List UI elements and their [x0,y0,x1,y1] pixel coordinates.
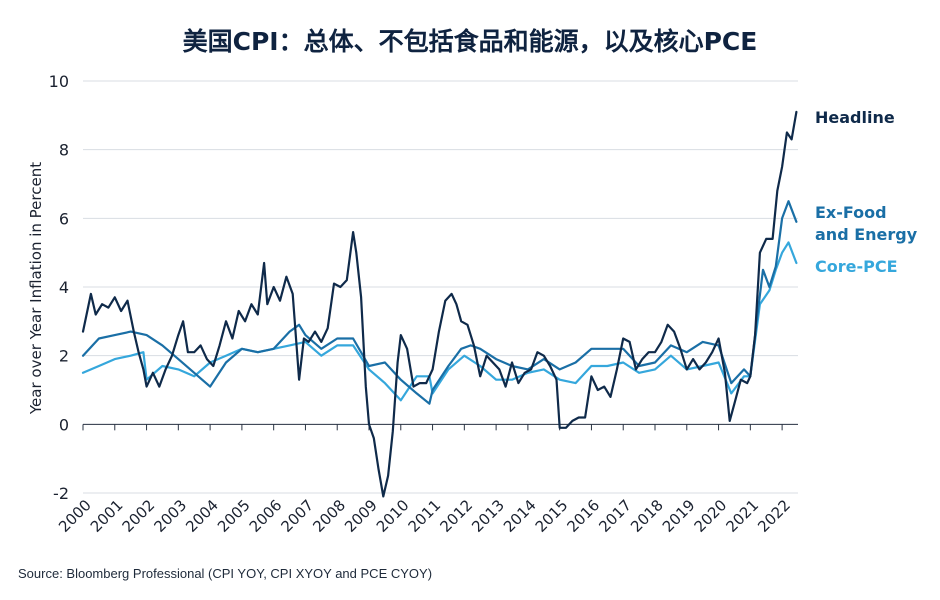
series-line-headline [81,110,798,498]
x-tick-label: 2011 [405,496,445,536]
x-tick-label: 2007 [278,496,318,536]
series-line-ex-food-and-energy [81,200,798,405]
x-tick-label: 2014 [500,496,540,536]
x-tick-label: 2002 [119,496,159,536]
series-lines [81,110,798,498]
y-tick-label: 6 [59,209,69,228]
legend-label-exfood: and Energy [815,225,918,244]
y-axis-label: Year over Year Inflation in Percent [27,162,45,415]
x-tick-label: 2006 [246,496,286,536]
y-tick-label: 4 [59,278,69,297]
legend-label-corepce: Core-PCE [815,257,898,276]
x-tick-label: 2012 [436,496,476,536]
x-tick-label: 2009 [341,496,381,536]
x-tick-label: 2005 [214,496,254,536]
source-note: Source: Bloomberg Professional (CPI YOY,… [18,566,433,581]
x-tick-label: 2003 [150,496,190,536]
x-tick-label: 2021 [722,496,762,536]
x-tick-label: 2016 [564,496,604,536]
y-tick-label: 10 [49,72,69,91]
y-tick-label: 8 [59,141,69,160]
legend: Headline Ex-Food and Energy Core-PCE [815,108,918,276]
x-tick-label: 2008 [309,496,349,536]
chart-title: 美国CPI：总体、不包括食品和能源，以及核心PCE [182,27,758,56]
x-tick-label: 2017 [595,496,635,536]
x-tick-label: 2004 [182,496,222,536]
x-tick-label: 2020 [691,496,731,536]
legend-label-headline: Headline [815,108,895,127]
x-tick-label: 2001 [87,496,127,536]
x-tick-label: 2013 [468,496,508,536]
x-tick-label: 2015 [532,496,572,536]
x-tick-label: 2022 [754,496,794,536]
gridlines [83,80,798,494]
x-tick-label: 2010 [373,496,413,536]
legend-label-exfood: Ex-Food [815,203,887,222]
x-tick-label: 2018 [627,496,667,536]
axes: 1086420-22000200120022003200420052006200… [49,72,798,536]
y-tick-label: 0 [59,415,69,434]
x-tick-label: 2019 [659,496,699,536]
y-tick-label: -2 [53,484,69,503]
y-tick-label: 2 [59,347,69,366]
series-line-core-pce [81,241,798,402]
